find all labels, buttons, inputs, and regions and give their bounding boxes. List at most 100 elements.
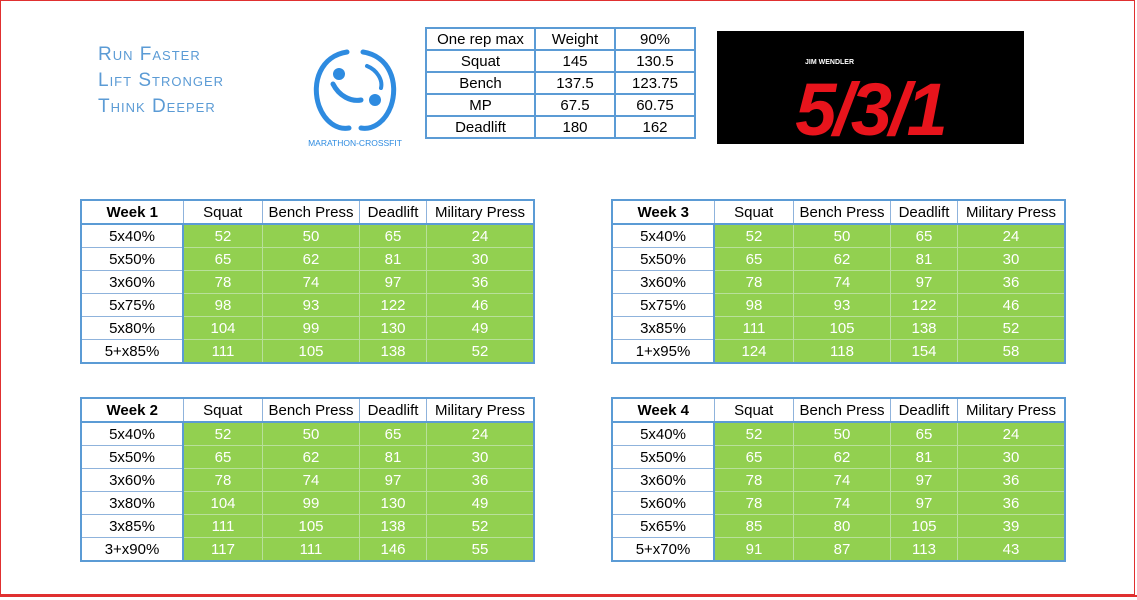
bench-press-value: 118 [793,339,891,364]
military-press-value: 46 [426,293,535,317]
deadlift-value: 81 [359,445,427,469]
table-row: 5x65% 85 80 105 39 [611,514,1066,538]
set-scheme: 3x80% [80,491,184,515]
week-title: Week 2 [80,397,184,423]
bench-press-value: 74 [262,468,360,492]
squat-value: 78 [713,270,794,294]
orm-90pct: 162 [614,115,696,139]
lift-header: Bench Press [262,397,360,423]
marathon-crossfit-wordmark: MARATHON-CROSSFIT [308,138,402,148]
set-scheme: 3x85% [611,316,715,340]
military-press-value: 43 [957,537,1066,562]
table-header-row: Week 1 Squat Bench Press Deadlift Military P… [80,199,535,225]
bench-press-value: 105 [262,514,360,538]
deadlift-value: 122 [890,293,958,317]
lift-name: MP [425,93,536,117]
orm-header: One rep max [425,27,536,51]
logo-author: JIM WENDLER [805,59,854,66]
deadlift-value: 81 [890,445,958,469]
one-rep-max-table: One rep max Weight 90% Squat 145 130.5 B… [425,27,696,139]
table-row: 3+x90% 117 111 146 55 [80,537,535,562]
bench-press-value: 62 [793,445,891,469]
table-row: 3x60% 78 74 97 36 [611,270,1066,294]
set-scheme: 5x75% [611,293,715,317]
deadlift-value: 97 [890,468,958,492]
squat-value: 111 [182,339,263,364]
slogan-line: Run Faster [98,44,201,65]
deadlift-value: 138 [890,316,958,340]
table-row: Deadlift 180 162 [425,115,696,139]
slogan-line: Think Deeper [98,96,216,117]
bench-press-value: 87 [793,537,891,562]
military-press-value: 24 [957,223,1066,248]
lift-header: Squat [182,397,263,423]
slogan: Run Faster Lift Stronger Think Deeper [98,42,224,120]
deadlift-value: 65 [359,223,427,248]
lift-name: Deadlift [425,115,536,139]
set-scheme: 5x75% [80,293,184,317]
orm-weight: 137.5 [534,71,616,95]
orm-90pct: 60.75 [614,93,696,117]
squat-value: 52 [713,223,794,248]
table-header-row: Week 4 Squat Bench Press Deadlift Military P… [611,397,1066,423]
set-scheme: 3x60% [80,468,184,492]
bench-press-value: 74 [793,491,891,515]
squat-value: 78 [182,270,263,294]
set-scheme: 3x60% [80,270,184,294]
table-row: 5x50% 65 62 81 30 [611,445,1066,469]
squat-value: 85 [713,514,794,538]
set-scheme: 5x40% [611,421,715,446]
military-press-value: 24 [957,421,1066,446]
set-scheme: 5+x85% [80,339,184,364]
deadlift-value: 113 [890,537,958,562]
lift-header: Squat [713,199,794,225]
bench-press-value: 74 [793,468,891,492]
table-row: 3x85% 111 105 138 52 [80,514,535,538]
military-press-value: 36 [426,468,535,492]
military-press-value: 36 [426,270,535,294]
lift-header: Deadlift [890,397,958,423]
squat-value: 111 [182,514,263,538]
set-scheme: 5x50% [611,247,715,271]
squat-value: 65 [182,247,263,271]
table-row: 5x80% 104 99 130 49 [80,316,535,340]
bench-press-value: 99 [262,491,360,515]
military-press-value: 30 [426,247,535,271]
bench-press-value: 93 [793,293,891,317]
table-row: Bench 137.5 123.75 [425,71,696,95]
table-row: 5x60% 78 74 97 36 [611,491,1066,515]
lift-header: Deadlift [890,199,958,225]
deadlift-value: 130 [359,316,427,340]
set-scheme: 5x50% [611,445,715,469]
table-row: 5x40% 52 50 65 24 [80,223,535,248]
table-row: 5x75% 98 93 122 46 [611,293,1066,317]
set-scheme: 1+x95% [611,339,715,364]
table-row: 3x80% 104 99 130 49 [80,491,535,515]
lift-header: Military Press [426,397,535,423]
squat-value: 91 [713,537,794,562]
deadlift-value: 97 [359,468,427,492]
military-press-value: 36 [957,468,1066,492]
squat-value: 117 [182,537,263,562]
table-row: 5x75% 98 93 122 46 [80,293,535,317]
table-row: 3x85% 111 105 138 52 [611,316,1066,340]
deadlift-value: 65 [890,223,958,248]
squat-value: 104 [182,491,263,515]
deadlift-value: 146 [359,537,427,562]
deadlift-value: 97 [890,270,958,294]
deadlift-value: 138 [359,514,427,538]
deadlift-value: 130 [359,491,427,515]
lift-header: Military Press [957,199,1066,225]
military-press-value: 36 [957,270,1066,294]
squat-value: 98 [182,293,263,317]
deadlift-value: 154 [890,339,958,364]
lift-header: Military Press [426,199,535,225]
squat-value: 52 [182,421,263,446]
deadlift-value: 81 [359,247,427,271]
military-press-value: 52 [426,514,535,538]
bench-press-value: 74 [262,270,360,294]
deadlift-value: 122 [359,293,427,317]
deadlift-value: 97 [890,491,958,515]
set-scheme: 3x85% [80,514,184,538]
lift-header: Bench Press [793,199,891,225]
